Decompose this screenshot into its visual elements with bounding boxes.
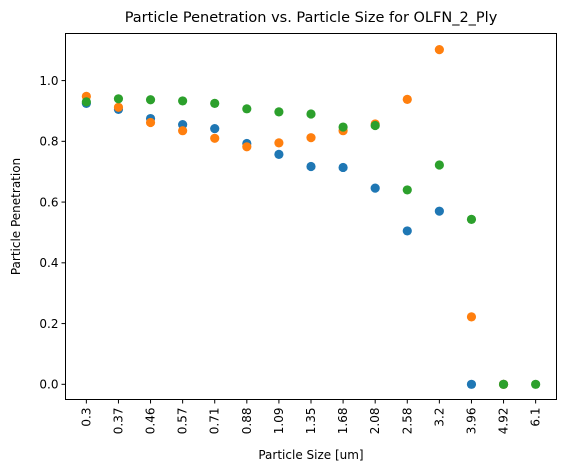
series-2-point: [306, 133, 316, 143]
x-axis-ticks: 0.3 0.37 0.46 0.57 0.71 0.88 1.09 1.35 1.68 2.08 2…: [79, 399, 543, 435]
series-3-point: [145, 95, 156, 105]
x-tick-label: 0.57: [176, 408, 190, 435]
series-1-point: [338, 162, 348, 173]
chart-title: Particle Penetration vs. Particle Size f…: [125, 10, 498, 26]
series-1-point: [402, 226, 412, 236]
y-tick-label: 0.6: [39, 195, 58, 209]
x-tick-label: 1.35: [304, 408, 318, 435]
series-3-point: [242, 104, 252, 114]
series-2-point: [402, 94, 412, 105]
x-tick-label: 1.68: [336, 408, 350, 435]
y-tick-label: 1.0: [39, 74, 58, 88]
y-tick-label: 0.8: [39, 135, 58, 149]
series-1-point: [434, 206, 444, 216]
series-3-point: [306, 109, 316, 119]
x-axis-label: Particle Size [um]: [258, 448, 363, 462]
y-tick-label: 0.4: [39, 256, 58, 270]
x-tick-label: 0.46: [144, 408, 158, 435]
series-2-point: [274, 138, 284, 148]
series-3-point: [210, 98, 220, 108]
x-tick-label: 3.96: [464, 408, 478, 435]
series-3-point: [274, 107, 284, 117]
plot-area: [81, 44, 541, 389]
series-3-point: [434, 160, 444, 170]
series-3-point: [81, 97, 91, 107]
series-2-point: [434, 44, 444, 55]
series-3-point: [370, 120, 380, 131]
x-tick-label: 3.2: [432, 408, 446, 427]
series-3-point: [178, 96, 188, 106]
x-tick-label: 1.09: [272, 408, 286, 435]
y-axis-ticks: 0.0 0.2 0.4 0.6 0.8 1.0: [39, 74, 66, 392]
y-axis-label: Particle Penetration: [9, 158, 23, 275]
series-3-point: [466, 214, 477, 224]
x-tick-label: 6.1: [529, 408, 543, 427]
plot-frame: [65, 33, 557, 400]
series-2-point: [178, 126, 188, 136]
series-3-point: [402, 185, 412, 195]
series-2-point: [145, 117, 156, 128]
y-tick-label: 0.2: [39, 317, 58, 331]
series-1-point: [306, 161, 316, 172]
series-2-point: [466, 312, 477, 322]
x-tick-label: 4.92: [497, 408, 511, 435]
series-3-point: [498, 379, 509, 389]
x-tick-label: 0.88: [240, 408, 254, 435]
x-tick-label: 0.71: [208, 408, 222, 435]
series-1-point: [370, 183, 380, 193]
series-2-point: [242, 142, 252, 152]
series-3-point: [113, 94, 124, 104]
series-1-point: [210, 123, 220, 134]
y-tick-label: 0.0: [39, 378, 58, 392]
series-3-point: [338, 122, 348, 132]
series-3-point: [531, 379, 541, 389]
x-tick-label: 0.3: [79, 408, 93, 427]
x-tick-label: 2.08: [368, 408, 382, 435]
x-tick-label: 0.37: [111, 408, 125, 435]
series-1-point: [274, 149, 284, 159]
series-1-point: [466, 379, 477, 389]
series-2-point: [210, 133, 220, 143]
x-tick-label: 2.58: [400, 408, 414, 435]
series-2-point: [113, 102, 124, 112]
